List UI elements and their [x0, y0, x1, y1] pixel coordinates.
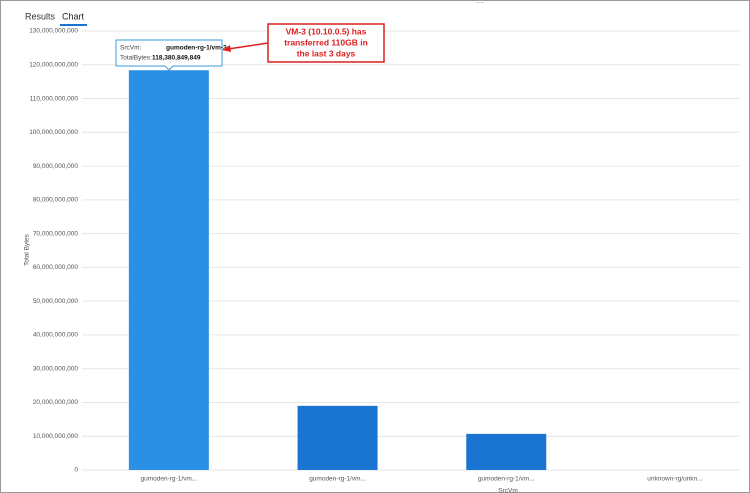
y-tick-label: 130,000,000,000 [29, 28, 78, 35]
annotation-box [267, 23, 385, 63]
x-tick-label: gumoden-rg-1/vm... [140, 476, 197, 483]
x-axis-label: SrcVm [498, 488, 518, 493]
tooltip-value: 118,380,849,849 [152, 55, 201, 62]
tooltip-key: TotalBytes: [120, 55, 152, 62]
annotation-text: the last 3 days [297, 48, 356, 58]
x-tick-label: gumoden-rg-1/vm... [478, 476, 535, 483]
y-tick-label: 30,000,000,000 [33, 365, 79, 372]
y-tick-label: 70,000,000,000 [33, 230, 79, 237]
y-tick-label: 80,000,000,000 [33, 197, 79, 204]
y-tick-label: 0 [74, 467, 78, 474]
annotation-arrow [227, 42, 269, 50]
annotation-text: transferred 110GB in [284, 37, 368, 47]
tab-chart[interactable]: Chart [62, 11, 85, 21]
y-tick-label: 100,000,000,000 [29, 129, 78, 136]
y-tick-label: 90,000,000,000 [33, 163, 79, 170]
tooltip-value: gumoden-rg-1/vm-3 [166, 45, 227, 52]
y-tick-label: 40,000,000,000 [33, 332, 79, 339]
y-tick-label: 110,000,000,000 [30, 95, 79, 102]
y-tick-label: 10,000,000,000 [33, 433, 79, 440]
tooltip-box [115, 39, 223, 71]
y-axis-label: Total Bytes [24, 233, 31, 266]
y-tick-label: 50,000,000,000 [33, 298, 79, 305]
bar [128, 70, 209, 471]
x-tick-label: unknown-rg/unkn... [647, 476, 702, 483]
bar [297, 405, 378, 470]
tab-results[interactable]: Results [25, 11, 56, 21]
annotation-text: VM-3 (10.10.0.5) has [286, 26, 367, 36]
y-tick-label: 120,000,000,000 [29, 61, 78, 68]
bar [466, 433, 547, 470]
tooltip-key: SrcVm: [120, 45, 142, 52]
x-tick-label: gumoden-rg-1/vm... [309, 476, 366, 483]
more-dots: ··· [476, 0, 484, 7]
y-tick-label: 20,000,000,000 [33, 399, 79, 406]
annotation-arrowhead [222, 45, 231, 52]
tab-underline [60, 24, 87, 26]
y-tick-label: 60,000,000,000 [33, 264, 79, 271]
